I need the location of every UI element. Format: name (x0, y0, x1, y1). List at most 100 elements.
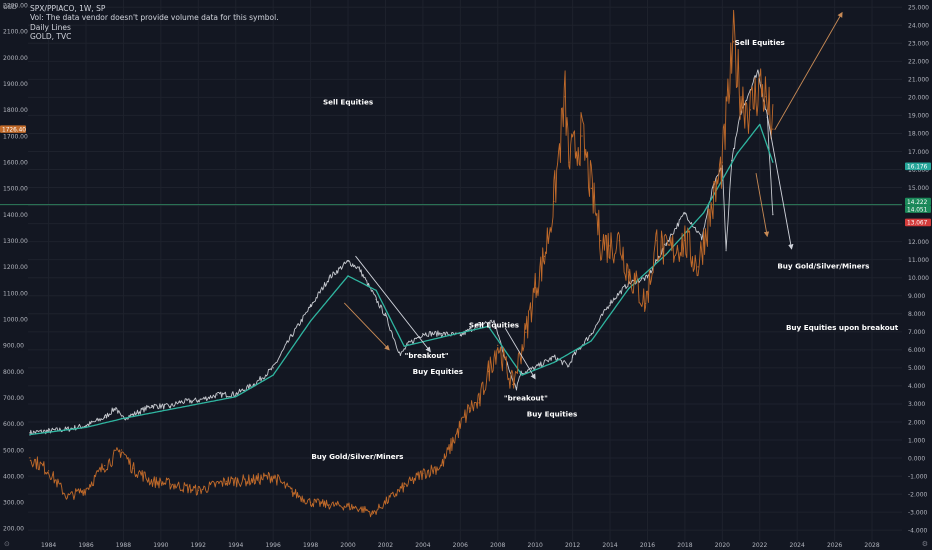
series-point (328, 277, 330, 279)
x-axis-tick: 2012 (565, 542, 580, 549)
series-point (122, 417, 125, 419)
x-axis-tick: 2004 (415, 542, 430, 549)
series-point (553, 200, 555, 203)
right-axis-tick: 1.000 (908, 437, 925, 444)
left-axis-tick: 1400.00 (3, 212, 28, 219)
annotation-label[interactable]: Sell Equities (323, 98, 373, 107)
annotation-label[interactable]: Sell Equities (735, 38, 785, 47)
left-axis-tick: 2100.00 (3, 29, 28, 36)
price-tag-right[interactable]: 16.176 (905, 162, 931, 171)
series-point (716, 187, 718, 189)
left-axis-tick: 900.00 (3, 343, 24, 350)
series-point (441, 465, 443, 467)
right-axis-tick: 9.000 (908, 293, 925, 300)
left-axis-tick: 1600.00 (3, 159, 28, 166)
x-axis-tick: 1996 (266, 542, 281, 549)
series-point (375, 289, 377, 291)
series-point (772, 128, 774, 130)
series-point (749, 109, 752, 111)
series-point (104, 465, 106, 467)
series-point (759, 123, 761, 126)
annotation-arrow[interactable] (766, 115, 794, 250)
series-line-2[interactable] (29, 9, 774, 518)
left-axis-tick: 1100.00 (3, 290, 28, 297)
series-point (150, 480, 153, 482)
series-point (197, 489, 199, 492)
series-point (115, 406, 117, 409)
series-point (384, 501, 387, 503)
series-point (272, 475, 274, 477)
annotation-arrow[interactable] (343, 302, 390, 351)
series-group (29, 123, 774, 436)
annotation-label[interactable]: "breakout" (405, 351, 449, 360)
left-axis-tick: 1800.00 (3, 107, 28, 114)
series-point (590, 333, 592, 335)
right-axis-tick: 25.000 (908, 5, 929, 12)
series-point (291, 491, 293, 493)
series-line-0[interactable] (29, 69, 774, 436)
annotation-label[interactable]: Buy Gold/Silver/Miners (777, 262, 869, 271)
series-point (590, 340, 592, 342)
annotation-arrow[interactable] (355, 255, 431, 353)
series-point (29, 432, 31, 434)
price-tag-right[interactable]: 13.067 (905, 218, 931, 227)
annotation-label[interactable]: Buy Equities (527, 410, 577, 419)
x-axis-tick: 1984 (41, 542, 56, 549)
right-axis-tick: 2.000 (908, 419, 925, 426)
series-point (169, 483, 171, 485)
price-tag-right[interactable]: 14.222 (905, 197, 931, 206)
annotation-label[interactable]: Buy Equities (413, 367, 463, 376)
price-tag-text: 16.176 (907, 165, 928, 171)
series-point (104, 416, 106, 419)
series-point (328, 504, 330, 506)
annotation-arrow[interactable] (755, 173, 770, 238)
legend-symbol[interactable]: SPX/PPIACO, 1W, SP (30, 4, 106, 13)
left-axis-tick: 700.00 (3, 395, 24, 402)
series-point (422, 333, 424, 335)
right-axis-tick: 12.000 (908, 239, 929, 246)
left-axis-tick: 400.00 (3, 473, 24, 480)
series-point (197, 399, 199, 401)
timezone-icon[interactable]: ⊙ (4, 540, 10, 548)
annotation-label[interactable]: Sell Equities (469, 320, 519, 329)
series-point (701, 237, 703, 239)
settings-gear-icon[interactable]: ⚙ (921, 540, 928, 548)
annotation-arrow[interactable] (504, 327, 536, 380)
series-point (645, 302, 647, 305)
left-axis-tick: 1700.00 (3, 133, 28, 140)
series-point (590, 187, 592, 189)
right-axis-tick: 20.000 (908, 95, 929, 102)
series-point (384, 314, 387, 317)
series-point (235, 396, 237, 398)
left-axis-tick: 1000.00 (3, 316, 28, 323)
right-axis-tick: -4.000 (908, 527, 928, 534)
series-point (399, 354, 402, 356)
annotation-arrow[interactable] (774, 11, 843, 131)
series-point (29, 457, 31, 459)
series-point (656, 240, 658, 242)
annotation-label[interactable]: "breakout" (504, 393, 548, 402)
legend-gold-series[interactable]: GOLD, TVC (30, 31, 72, 41)
series-group (29, 9, 774, 518)
series-line-1[interactable] (29, 123, 774, 436)
series-point (66, 496, 68, 498)
right-axis-tick: 21.000 (908, 77, 929, 84)
x-axis-tick: 2008 (490, 542, 505, 549)
annotation-label[interactable]: Buy Equities upon breakout (786, 323, 899, 332)
price-tag-right[interactable]: 14.051 (905, 205, 931, 213)
series-point (253, 479, 256, 481)
right-axis-tick: 17.000 (908, 149, 929, 156)
series-point (581, 135, 583, 137)
series-point (512, 383, 514, 386)
x-axis-tick: 2016 (640, 542, 655, 549)
series-point (487, 370, 489, 373)
series-point (235, 393, 237, 395)
price-tag-box (905, 205, 931, 213)
series-point (150, 405, 153, 407)
series-point (47, 430, 50, 432)
legend-daily-lines[interactable]: Daily Lines (30, 22, 71, 32)
price-tag-left[interactable]: 1726.40 (0, 125, 26, 133)
annotation-label[interactable]: Buy Gold/Silver/Miners (311, 452, 403, 461)
